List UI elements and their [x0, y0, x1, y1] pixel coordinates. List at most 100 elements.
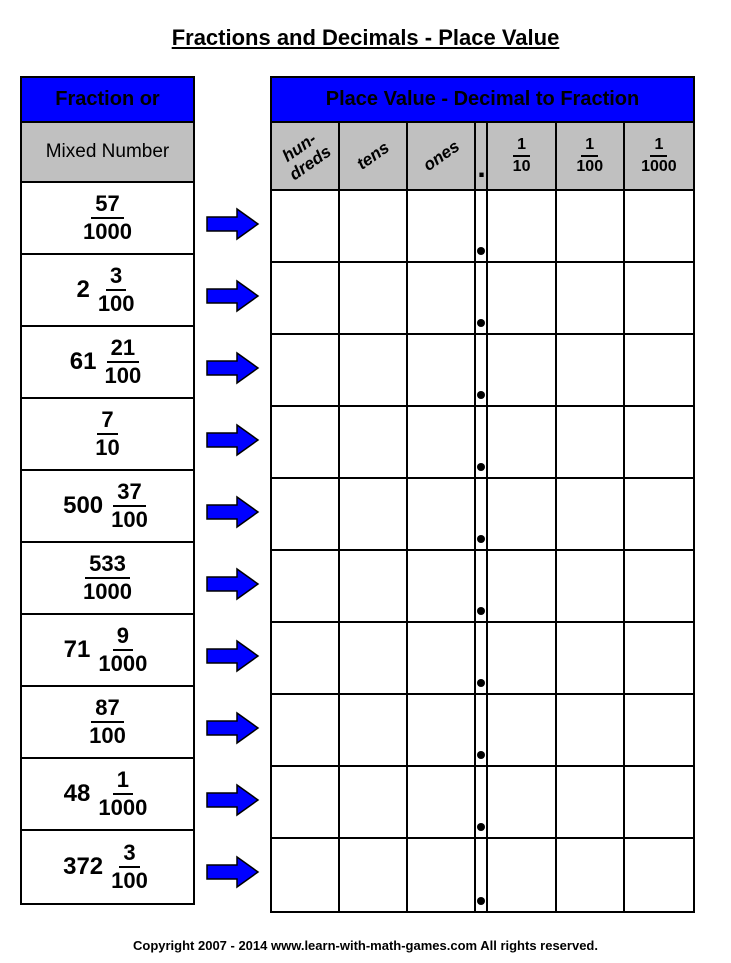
- answer-cell[interactable]: [625, 839, 693, 911]
- answer-cell[interactable]: [340, 407, 408, 477]
- answer-cell[interactable]: [488, 623, 556, 693]
- answer-cell[interactable]: [488, 263, 556, 333]
- answer-cell[interactable]: [625, 263, 693, 333]
- place-value-row: [272, 695, 693, 767]
- answer-cell[interactable]: [340, 623, 408, 693]
- fraction-header-1: Fraction or: [22, 78, 193, 123]
- arrow-icon: [195, 548, 270, 620]
- decimal-point-cell: [476, 551, 488, 621]
- decimal-point-cell: [476, 767, 488, 837]
- answer-cell[interactable]: [557, 263, 625, 333]
- col-decimal-point: .: [476, 123, 488, 189]
- answer-cell[interactable]: [272, 839, 340, 911]
- answer-cell[interactable]: [272, 191, 340, 261]
- fraction-cell: 87100: [22, 687, 193, 759]
- answer-cell[interactable]: [625, 191, 693, 261]
- answer-cell[interactable]: [340, 767, 408, 837]
- place-value-header: Place Value - Decimal to Fraction: [272, 78, 693, 123]
- answer-cell[interactable]: [272, 263, 340, 333]
- answer-cell[interactable]: [488, 695, 556, 765]
- fraction-cell: 50037100: [22, 471, 193, 543]
- answer-cell[interactable]: [557, 191, 625, 261]
- arrow-icon: [195, 476, 270, 548]
- answer-cell[interactable]: [340, 335, 408, 405]
- answer-cell[interactable]: [340, 263, 408, 333]
- answer-cell[interactable]: [488, 551, 556, 621]
- answer-cell[interactable]: [408, 551, 476, 621]
- col-thousandths: 11000: [625, 123, 693, 189]
- answer-cell[interactable]: [408, 767, 476, 837]
- answer-cell[interactable]: [625, 479, 693, 549]
- answer-cell[interactable]: [488, 335, 556, 405]
- place-value-row: [272, 839, 693, 911]
- place-value-row: [272, 551, 693, 623]
- answer-cell[interactable]: [488, 839, 556, 911]
- page-title: Fractions and Decimals - Place Value: [20, 25, 711, 51]
- answer-cell[interactable]: [272, 623, 340, 693]
- answer-cell[interactable]: [340, 839, 408, 911]
- answer-cell[interactable]: [557, 407, 625, 477]
- decimal-point-cell: [476, 335, 488, 405]
- answer-cell[interactable]: [557, 335, 625, 405]
- fraction-cell: 5331000: [22, 543, 193, 615]
- answer-cell[interactable]: [408, 623, 476, 693]
- fraction-cell: 3723100: [22, 831, 193, 903]
- fraction-cell: 710: [22, 399, 193, 471]
- answer-cell[interactable]: [557, 767, 625, 837]
- arrow-icon: [195, 764, 270, 836]
- answer-cell[interactable]: [557, 695, 625, 765]
- arrow-icon: [195, 692, 270, 764]
- answer-cell[interactable]: [272, 695, 340, 765]
- arrow-icon: [195, 836, 270, 908]
- answer-cell[interactable]: [408, 335, 476, 405]
- col-tenths: 110: [488, 123, 556, 189]
- answer-cell[interactable]: [408, 407, 476, 477]
- answer-cell[interactable]: [272, 479, 340, 549]
- answer-cell[interactable]: [340, 551, 408, 621]
- answer-cell[interactable]: [557, 623, 625, 693]
- answer-cell[interactable]: [408, 695, 476, 765]
- answer-cell[interactable]: [488, 191, 556, 261]
- answer-cell[interactable]: [408, 191, 476, 261]
- place-value-row: [272, 623, 693, 695]
- fraction-header-2: Mixed Number: [22, 123, 193, 183]
- decimal-point-cell: [476, 407, 488, 477]
- answer-cell[interactable]: [557, 551, 625, 621]
- answer-cell[interactable]: [557, 839, 625, 911]
- answer-cell[interactable]: [625, 335, 693, 405]
- answer-cell[interactable]: [625, 767, 693, 837]
- fraction-table: Fraction or Mixed Number 571000231006121…: [20, 76, 195, 905]
- answer-cell[interactable]: [272, 767, 340, 837]
- place-value-table: Place Value - Decimal to Fraction hun- d…: [270, 76, 695, 913]
- decimal-point-cell: [476, 623, 488, 693]
- arrow-icon: [195, 404, 270, 476]
- answer-cell[interactable]: [340, 695, 408, 765]
- answer-cell[interactable]: [272, 335, 340, 405]
- answer-cell[interactable]: [272, 551, 340, 621]
- decimal-point-cell: [476, 479, 488, 549]
- col-hundredths: 1100: [557, 123, 625, 189]
- answer-cell[interactable]: [625, 551, 693, 621]
- answer-cell[interactable]: [625, 623, 693, 693]
- answer-cell[interactable]: [340, 479, 408, 549]
- place-value-row: [272, 335, 693, 407]
- answer-cell[interactable]: [625, 407, 693, 477]
- col-hundreds: hun- dreds: [272, 123, 340, 189]
- column-headers-row: hun- dreds tens ones . 110 1100 11000: [272, 123, 693, 191]
- answer-cell[interactable]: [625, 695, 693, 765]
- worksheet-grid: Fraction or Mixed Number 571000231006121…: [20, 76, 711, 913]
- decimal-point-cell: [476, 839, 488, 911]
- answer-cell[interactable]: [557, 479, 625, 549]
- decimal-point-cell: [476, 191, 488, 261]
- answer-cell[interactable]: [488, 479, 556, 549]
- answer-cell[interactable]: [408, 479, 476, 549]
- answer-cell[interactable]: [340, 191, 408, 261]
- answer-cell[interactable]: [408, 839, 476, 911]
- arrows-column: [195, 76, 270, 908]
- answer-cell[interactable]: [488, 407, 556, 477]
- answer-cell[interactable]: [408, 263, 476, 333]
- answer-cell[interactable]: [488, 767, 556, 837]
- answer-cell[interactable]: [272, 407, 340, 477]
- place-value-row: [272, 479, 693, 551]
- arrow-icon: [195, 188, 270, 260]
